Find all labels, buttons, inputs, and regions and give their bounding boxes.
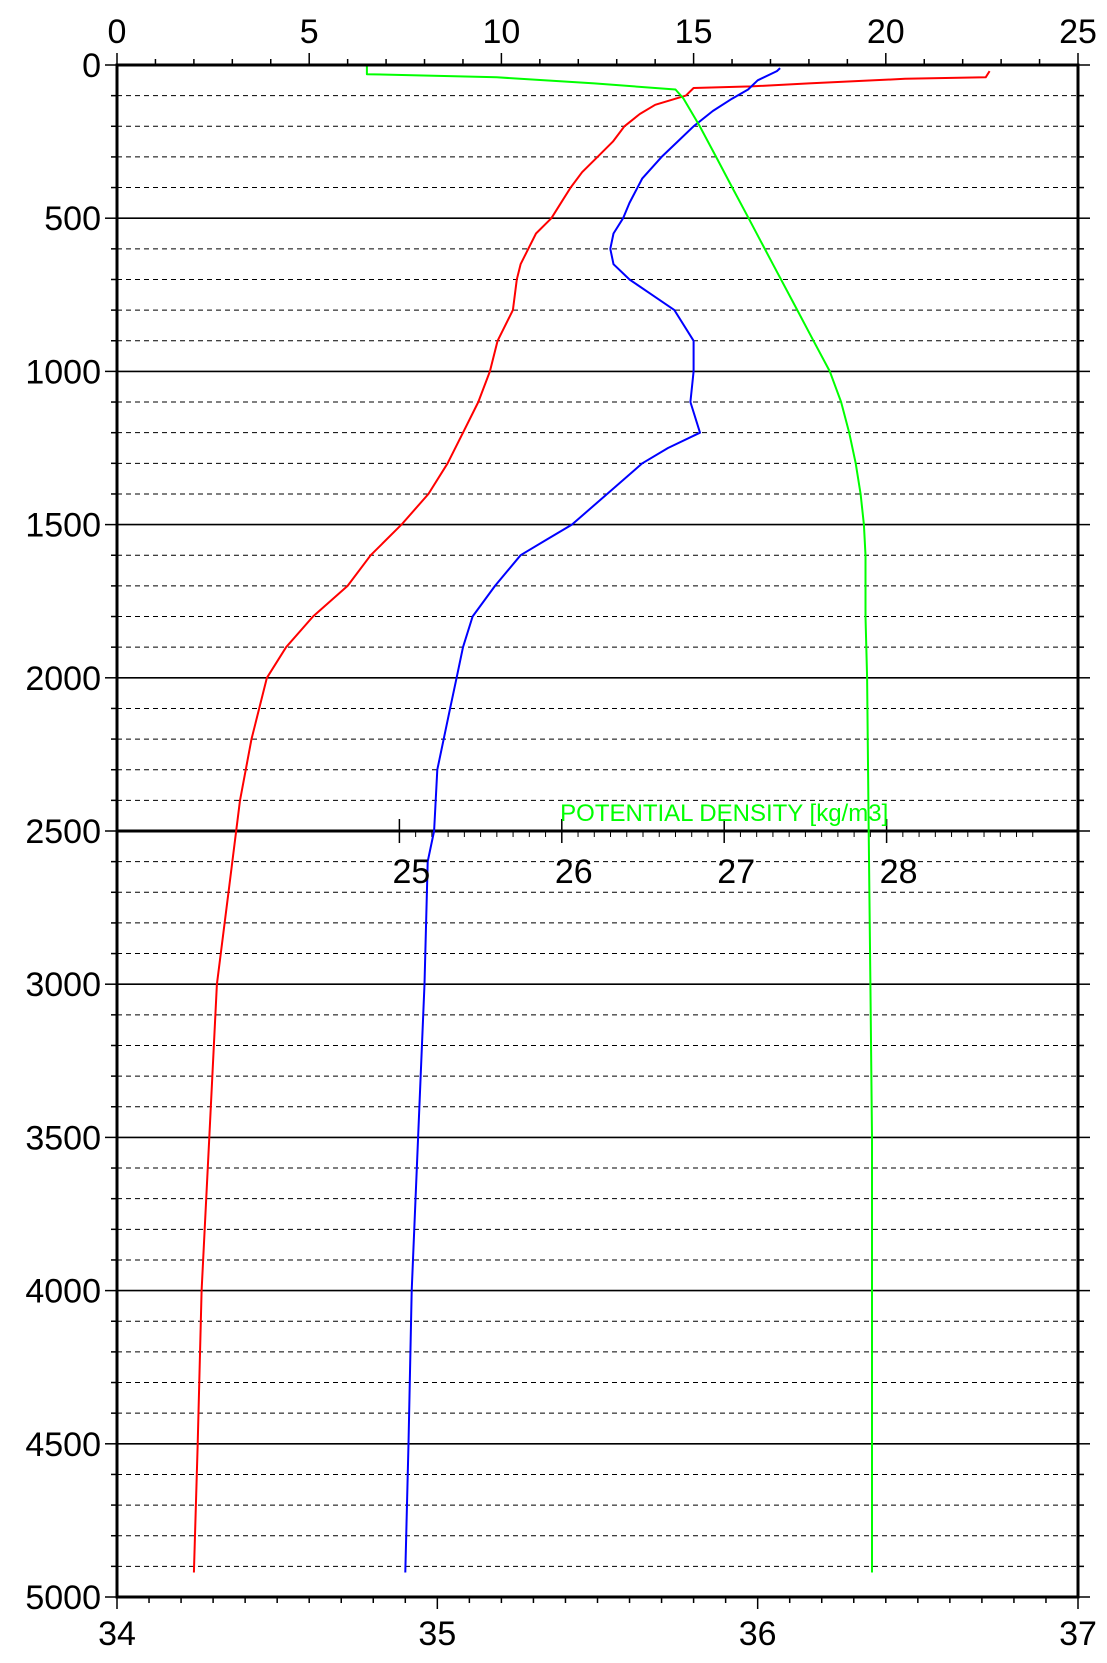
depth-tick-label: 3500 [25,1119,101,1157]
temperature-tick-label: 20 [867,13,905,51]
temperature-tick-label: 5 [300,13,319,51]
salinity-tick-label: 35 [418,1615,456,1653]
grid [117,95,1078,1567]
salinity-profile-line [404,67,781,1573]
plot-frame [115,63,1080,1599]
temperature-tick-label: 10 [482,13,520,51]
depth-tick-label: 4000 [25,1273,101,1311]
depth-tick-label: 1500 [25,507,101,545]
density-tick-label: 28 [880,853,918,891]
temperature-tick-label: 25 [1059,13,1097,51]
salinity-tick-label: 34 [98,1615,136,1653]
density-axis-label: POTENTIAL DENSITY [kg/m3] [560,800,888,827]
depth-tick-label: 3000 [25,966,101,1004]
depth-tick-label: 500 [44,200,101,238]
depth-tick-label: 2000 [25,660,101,698]
tick-labels: 0 500 1000 1500 2000 2500 3000 3500 4000 4500 5000… [25,13,1097,1653]
depth-tick-label: 0 [82,47,101,85]
depth-tick-label: 5000 [25,1579,101,1617]
depth-tick-label: 1000 [25,353,101,391]
temperature-tick-label: 0 [108,13,127,51]
density-tick-label: 26 [555,853,593,891]
density-profile-line [365,65,873,1573]
density-tick-label: 25 [392,853,430,891]
depth-tick-label: 4500 [25,1426,101,1464]
depth-tick-label: 2500 [25,813,101,851]
density-tick-label: 27 [717,853,755,891]
temperature-profile-line [192,70,991,1573]
temperature-tick-label: 15 [675,13,713,51]
salinity-tick-label: 36 [739,1615,777,1653]
salinity-tick-label: 37 [1059,1615,1097,1653]
series-lines [192,65,991,1573]
